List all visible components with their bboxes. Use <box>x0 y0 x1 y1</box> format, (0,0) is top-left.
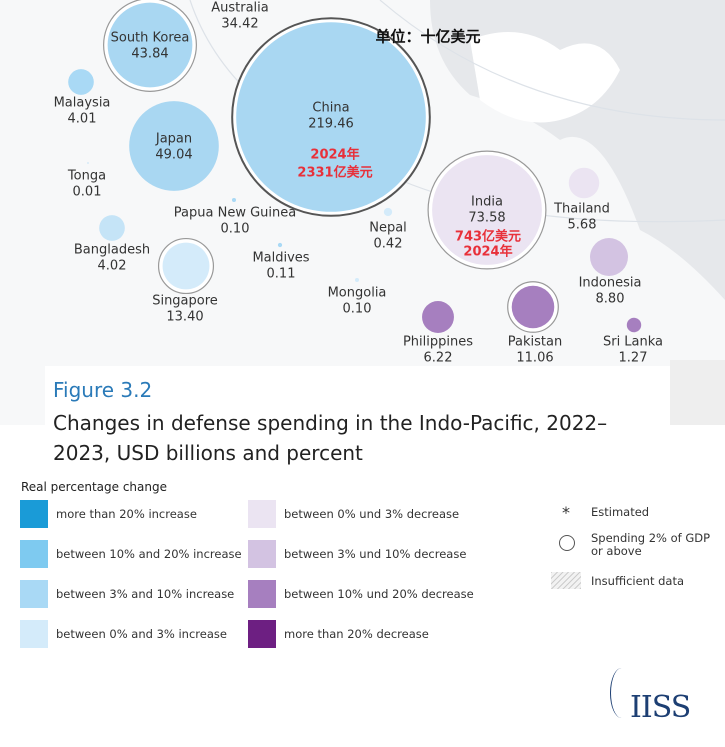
bubble <box>107 2 193 88</box>
legend-label: between 10% und 20% decrease <box>284 587 474 601</box>
estimated-symbol: * <box>562 503 570 522</box>
figure-label: Figure 3.2 <box>53 378 153 402</box>
country-label: Singapore <box>152 294 218 309</box>
value-label: 34.42 <box>221 17 258 32</box>
legend-swatch <box>20 500 48 528</box>
legend-title: Real percentage change <box>21 480 167 494</box>
value-label: 1.27 <box>619 351 648 366</box>
value-label: 0.01 <box>73 185 102 200</box>
ring-symbol <box>559 535 575 551</box>
annotation: 743亿美元 <box>455 229 521 245</box>
legend-label: between 0% and 3% increase <box>56 627 227 641</box>
country-label: Maldives <box>252 251 309 266</box>
bubble <box>354 277 360 283</box>
legend-swatch <box>248 500 276 528</box>
bubble <box>432 155 542 265</box>
unit-note: 单位：十亿美元 <box>375 28 480 46</box>
annotation: 2024年 <box>310 147 359 163</box>
annotation: 2024年 <box>463 244 512 260</box>
legend-label: between 3% und 10% decrease <box>284 547 467 561</box>
value-label: 49.04 <box>155 148 192 163</box>
country-label: Nepal <box>369 221 407 236</box>
country-label: Sri Lanka <box>603 335 663 350</box>
legend-symbol-label: Estimated <box>591 505 650 519</box>
value-label: 0.10 <box>343 302 372 317</box>
value-label: 73.58 <box>468 211 505 226</box>
annotation: 2331亿美元 <box>297 165 372 181</box>
value-label: 6.22 <box>424 351 453 366</box>
legend-swatch <box>248 620 276 648</box>
legend-label: between 3% and 10% increase <box>56 587 235 601</box>
bubble <box>568 167 600 199</box>
bubble <box>129 101 219 191</box>
legend-swatch <box>20 580 48 608</box>
country-label: Thailand <box>553 202 610 217</box>
value-label: 4.02 <box>98 259 127 274</box>
value-label: 0.42 <box>374 237 403 252</box>
country-label: Philippines <box>403 335 473 350</box>
bubble <box>383 207 393 217</box>
map-edge <box>670 360 725 425</box>
legend-symbol-label: Insufficient data <box>591 574 685 588</box>
country-label: Bangladesh <box>74 243 150 258</box>
bubble <box>87 162 89 164</box>
country-label: Papua New Guinea <box>174 206 296 221</box>
value-label: 11.06 <box>516 351 553 366</box>
value-label: 13.40 <box>166 310 203 325</box>
legend-label: between 0% und 3% decrease <box>284 507 460 521</box>
value-label: 0.10 <box>221 222 250 237</box>
value-label: 219.46 <box>308 117 354 132</box>
globe-line <box>379 0 725 121</box>
bubble <box>236 22 426 212</box>
bubble <box>162 242 210 290</box>
legend-label: more than 20% decrease <box>284 627 429 641</box>
country-label: India <box>471 195 503 210</box>
caption-box: Figure 3.2 Changes in defense spending i… <box>45 366 670 466</box>
value-label: 8.80 <box>596 292 625 307</box>
bubble <box>422 301 454 333</box>
value-label: 4.01 <box>68 112 97 127</box>
legend-symbol-label: Spending 2% of GDP or above <box>591 531 711 558</box>
country-label: China <box>312 101 349 116</box>
legend-swatch <box>248 540 276 568</box>
value-label: 5.68 <box>568 218 597 233</box>
hatch-symbol <box>551 572 581 589</box>
country-label: Mongolia <box>328 286 387 301</box>
legend-swatch <box>20 540 48 568</box>
value-label: 0.11 <box>267 267 296 282</box>
country-label: Australia <box>211 1 269 16</box>
bubble <box>590 238 628 276</box>
country-label: South Korea <box>111 31 190 46</box>
country-label: Japan <box>155 132 192 147</box>
legend-swatch <box>248 580 276 608</box>
land-highlight <box>470 32 620 123</box>
bubble <box>68 69 94 95</box>
bubble <box>277 242 283 248</box>
bubble <box>99 215 125 241</box>
bubble <box>231 197 237 203</box>
logo-arc <box>610 668 633 718</box>
country-label: Pakistan <box>508 335 562 350</box>
logo: IISS <box>630 690 691 725</box>
country-label: Malaysia <box>54 96 111 111</box>
value-label: 43.84 <box>131 47 168 62</box>
country-label: Indonesia <box>579 276 642 291</box>
bubble <box>511 285 555 329</box>
legend-label: between 10% and 20% increase <box>56 547 242 561</box>
legend-label: more than 20% increase <box>56 507 197 521</box>
bubble <box>626 317 642 333</box>
country-label: Tonga <box>67 169 106 184</box>
legend-swatch <box>20 620 48 648</box>
chart-title: Changes in defense spending in the Indo-… <box>53 411 608 465</box>
